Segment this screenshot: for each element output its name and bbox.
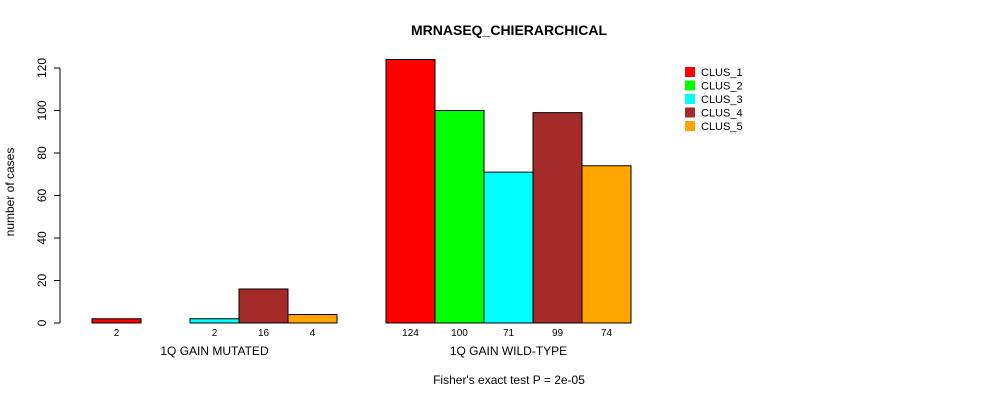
bar-clus_2-group-2: [434, 110, 485, 324]
fisher-test-footnote: Fisher's exact test P = 2e-05: [433, 373, 585, 387]
legend-swatch-clus_1: [685, 67, 695, 77]
y-tick-label-100: 100: [35, 100, 49, 120]
count-label-clus_4-group-2: 99: [552, 328, 564, 339]
y-tick-label-20: 20: [35, 274, 49, 288]
count-label-clus_3-group-2: 71: [503, 328, 515, 339]
legend-swatch-clus_3: [685, 94, 695, 104]
y-tick-label-120: 120: [35, 58, 49, 78]
count-label-clus_1-group-1: 2: [114, 328, 120, 339]
legend-label-clus_3: CLUS_3: [701, 94, 743, 106]
count-label-clus_5-group-2: 74: [601, 328, 613, 339]
bar-clus_1-group-2: [385, 59, 436, 324]
count-labels: 2 2 16 4 124 100 71 99 74: [114, 328, 613, 339]
bar-clus_3-group-2: [483, 171, 534, 324]
y-tick-label-40: 40: [35, 231, 49, 245]
chart-title: MRNASEQ_CHIERARCHICAL: [411, 22, 607, 38]
count-label-clus_3-group-1: 2: [212, 328, 218, 339]
count-label-clus_2-group-2: 100: [451, 328, 468, 339]
y-tick-label-0: 0: [35, 319, 49, 326]
bar-clus_4-group-1: [238, 288, 289, 324]
group-label-1: 1Q GAIN MUTATED: [160, 344, 269, 358]
group-label-2: 1Q GAIN WILD-TYPE: [450, 344, 567, 358]
legend-label-clus_5: CLUS_5: [701, 121, 743, 133]
legend-label-clus_1: CLUS_1: [701, 67, 743, 79]
y-tick-label-60: 60: [35, 189, 49, 203]
legend-label-clus_2: CLUS_2: [701, 81, 743, 93]
bar-clus_3-group-1: [189, 318, 240, 324]
count-label-clus_1-group-2: 124: [402, 328, 419, 339]
y-axis-label: number of cases: [3, 148, 17, 237]
legend-label-clus_4: CLUS_4: [701, 108, 743, 120]
y-axis: 0 20 40 60 80 100 120: [35, 58, 61, 326]
bar-clus_4-group-2: [532, 112, 583, 324]
count-label-clus_5-group-1: 4: [310, 328, 316, 339]
bar-clus_5-group-2: [581, 165, 632, 324]
bar-clus_5-group-1: [287, 314, 338, 324]
count-label-clus_4-group-1: 16: [258, 328, 270, 339]
legend-swatch-clus_2: [685, 80, 695, 91]
y-tick-label-80: 80: [35, 146, 49, 160]
bars: [91, 59, 632, 324]
legend-swatch-clus_5: [685, 121, 695, 131]
group-labels: 1Q GAIN MUTATED 1Q GAIN WILD-TYPE: [160, 344, 567, 358]
bar-clus_1-group-1: [91, 318, 142, 324]
legend-swatch-clus_4: [685, 107, 695, 118]
